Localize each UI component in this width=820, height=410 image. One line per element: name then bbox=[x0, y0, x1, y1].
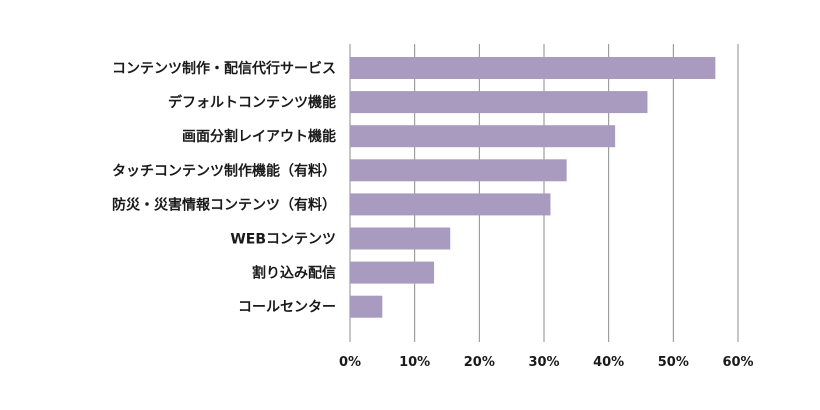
bar bbox=[350, 295, 383, 318]
bar bbox=[350, 227, 451, 250]
category-label: デフォルトコンテンツ機能 bbox=[168, 94, 336, 111]
x-axis-tick-labels: 0% 10% 20% 30% 40% 50% 60% bbox=[339, 355, 754, 370]
category-label: 防災・災害情報コンテンツ（有料） bbox=[112, 196, 336, 213]
category-label: タッチコンテンツ制作機能（有料） bbox=[112, 162, 336, 179]
category-label: コンテンツ制作・配信代行サービス bbox=[112, 60, 336, 77]
category-label: WEBコンテンツ bbox=[230, 232, 336, 248]
bar bbox=[350, 261, 435, 284]
bar bbox=[350, 125, 616, 148]
bars bbox=[350, 57, 716, 318]
category-label: 画面分割レイアウト機能 bbox=[182, 128, 336, 145]
x-tick-label: 0% bbox=[339, 355, 361, 370]
x-tick-label: 10% bbox=[399, 355, 430, 370]
bar bbox=[350, 159, 567, 182]
x-tick-label: 20% bbox=[464, 355, 495, 370]
category-label: コールセンター bbox=[238, 300, 336, 316]
x-tick-label: 40% bbox=[593, 355, 624, 370]
x-tick-label: 60% bbox=[722, 355, 753, 370]
bar bbox=[350, 57, 716, 79]
category-labels: コンテンツ制作・配信代行サービスデフォルトコンテンツ機能画面分割レイアウト機能タ… bbox=[112, 60, 336, 316]
gridlines bbox=[349, 44, 739, 342]
bar bbox=[350, 91, 648, 114]
x-tick-label: 30% bbox=[528, 355, 559, 370]
bar bbox=[350, 193, 551, 216]
category-label: 割り込み配信 bbox=[252, 265, 336, 282]
x-tick-label: 50% bbox=[658, 355, 689, 370]
